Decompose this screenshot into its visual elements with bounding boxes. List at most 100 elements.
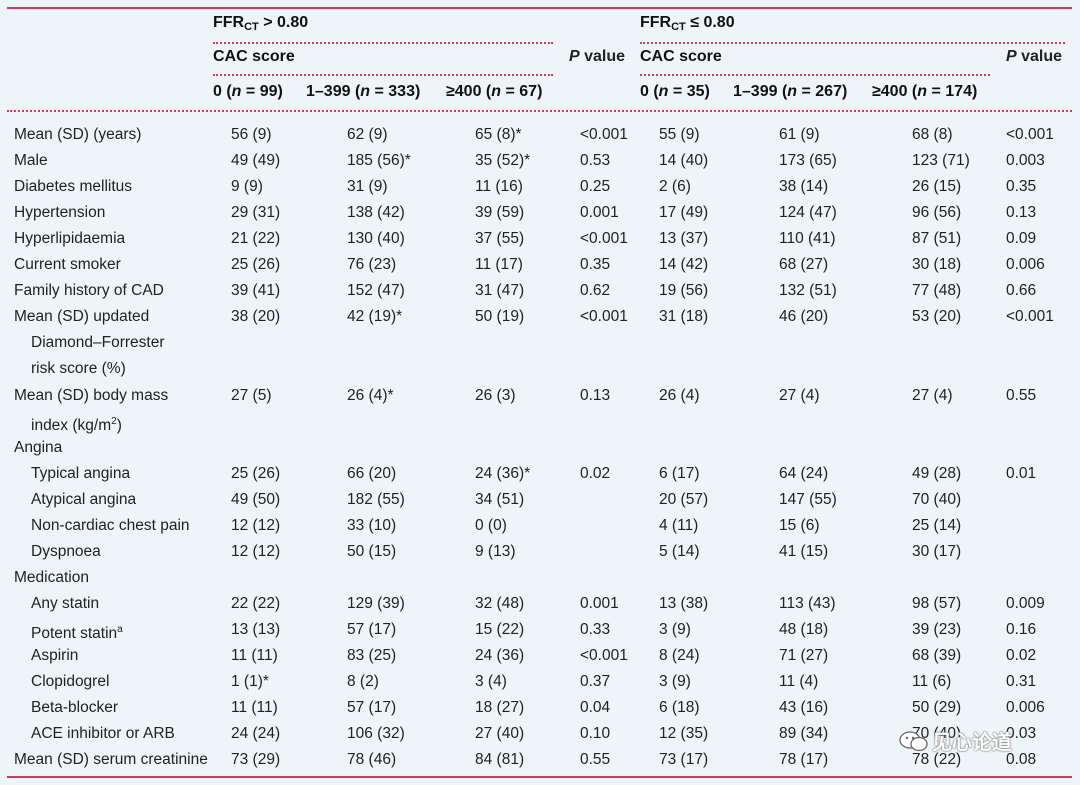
table-cell: 22 (22) (231, 594, 281, 612)
table-cell: 96 (56) (912, 204, 962, 222)
table-cell: 34 (51) (475, 490, 525, 508)
table-cell: 182 (55) (347, 490, 405, 508)
table-row: Diabetes mellitus 9 (9) 31 (9) 11 (16) 0.25 2… (0, 174, 1080, 200)
table-cell: 27 (4) (779, 386, 820, 404)
table-row: Clopidogrel 1 (1)* 8 (2) 3 (4) 0.37 3 (9) 11 (… (0, 669, 1080, 695)
table-cell: 87 (51) (912, 230, 962, 248)
table-row: Aspirin 11 (11) 83 (25) 24 (36) <0.001 8 (24)… (0, 643, 1080, 669)
table-cell: 14 (42) (659, 256, 709, 274)
table-cell: 27 (40) (475, 725, 525, 743)
table-cell: 42 (19)* (347, 308, 403, 326)
table-cell: 0.001 (580, 594, 619, 612)
table-cell: 70 (40) (912, 725, 962, 743)
table-cell: 29 (31) (231, 204, 281, 222)
table-cell: 9 (13) (475, 542, 516, 560)
row-label: index (kg/m2) (31, 415, 122, 434)
table-cell: 8 (24) (659, 647, 700, 664)
table-row: risk score (%) (0, 356, 1080, 382)
group2-divider (640, 42, 1065, 44)
header-bottom-divider (7, 110, 1072, 112)
table-cell: 30 (17) (912, 542, 962, 560)
table-cell: 0.55 (1006, 386, 1037, 404)
table-cell: 0.09 (1006, 230, 1037, 248)
table-cell: 27 (5) (231, 386, 272, 404)
table-cell: 98 (57) (912, 594, 962, 612)
table-cell: 25 (26) (231, 256, 281, 274)
table-cell: 147 (55) (779, 490, 837, 508)
table-cell: 138 (42) (347, 204, 405, 222)
table-cell: 0.04 (580, 699, 611, 717)
table-cell: 123 (71) (912, 152, 970, 170)
row-label: Diabetes mellitus (14, 178, 133, 196)
table-cell: 11 (16) (475, 178, 523, 196)
table-cell: 49 (28) (912, 464, 962, 482)
table-cell: 26 (3) (475, 386, 516, 404)
table-cell: 50 (29) (912, 699, 962, 717)
table-cell: 0 (0) (475, 516, 507, 534)
table-cell: 129 (39) (347, 594, 405, 612)
table-cell: 31 (9) (347, 178, 388, 196)
row-label: Aspirin (31, 647, 79, 664)
table-cell: 113 (43) (779, 594, 836, 612)
table-cell: 77 (48) (912, 282, 962, 300)
table-cell: 0.35 (1006, 178, 1037, 196)
table-cell: 21 (22) (231, 230, 281, 248)
table-cell: 152 (47) (347, 282, 405, 300)
row-label: Medication (14, 568, 89, 586)
table-row: Mean (SD) (years) 56 (9) 62 (9) 65 (8)* <0.0… (0, 122, 1080, 148)
table-cell: 70 (40) (912, 490, 962, 508)
table-cell: 78 (46) (347, 751, 397, 769)
table-cell: 15 (6) (779, 516, 820, 534)
top-rule (7, 7, 1072, 9)
table-cell: 55 (9) (659, 126, 700, 143)
table-cell: 56 (9) (231, 126, 272, 143)
table-row: Potent statina 13 (13) 57 (17) 15 (22) 0.33 3… (0, 617, 1080, 643)
table-cell: 31 (18) (659, 308, 709, 326)
table-cell: 132 (51) (779, 282, 837, 300)
table-row: Any statin 22 (22) 129 (39) 32 (48) 0.001 13 … (0, 591, 1080, 617)
row-label: ACE inhibitor or ARB (31, 725, 175, 743)
table-cell: 61 (9) (779, 126, 820, 143)
group1-divider (213, 42, 553, 44)
table-cell: 1 (1)* (231, 673, 269, 691)
table-cell: 38 (14) (779, 178, 829, 196)
watermark-text: 见心论道 (932, 732, 1012, 754)
table-cell: 110 (41) (779, 230, 836, 248)
table-cell: 33 (10) (347, 516, 397, 534)
table-cell: 0.03 (1006, 725, 1037, 743)
table-cell: 24 (36) (475, 647, 525, 664)
table-cell: 50 (19) (475, 308, 525, 326)
table-row: Dyspnoea 12 (12) 50 (15) 9 (13) 5 (14) 41 (15… (0, 539, 1080, 565)
table-cell: 84 (81) (475, 751, 525, 769)
row-label: Potent statina (31, 623, 123, 643)
table-cell: 130 (40) (347, 230, 405, 248)
table-cell: 0.37 (580, 673, 611, 691)
col-header-g2-1: 1–399 (n = 267) (733, 83, 848, 100)
table-cell: 11 (17) (475, 256, 523, 274)
table-cell: 57 (17) (347, 620, 397, 638)
table-cell: 0.08 (1006, 751, 1037, 769)
row-label: Non-cardiac chest pain (31, 516, 190, 534)
table-row: index (kg/m2) (0, 409, 1080, 435)
table-cell: 43 (16) (779, 699, 829, 717)
table-cell: 25 (14) (912, 516, 962, 534)
table-cell: 13 (13) (231, 620, 281, 638)
table-cell: <0.001 (580, 647, 628, 664)
table-cell: 6 (18) (659, 699, 700, 717)
row-label: Any statin (31, 594, 100, 612)
bottom-rule (7, 776, 1072, 778)
col-header-g2-400: ≥400 (n = 174) (872, 83, 978, 100)
table-cell: 0.13 (580, 386, 611, 404)
table-cell: 24 (36)* (475, 464, 531, 482)
row-label: Mean (SD) updated (14, 308, 150, 326)
row-label: risk score (%) (31, 360, 126, 378)
row-label: Atypical angina (31, 490, 137, 508)
table-cell: 0.02 (580, 464, 611, 482)
col-header-g2-0: 0 (n = 35) (640, 83, 710, 100)
table-cell: 0.003 (1006, 152, 1045, 170)
table-cell: 49 (49) (231, 152, 281, 170)
table-cell: 48 (18) (779, 620, 829, 638)
row-label: Angina (14, 438, 63, 456)
table-cell: 39 (59) (475, 204, 525, 222)
col-header-g1-400: ≥400 (n = 67) (446, 83, 543, 100)
